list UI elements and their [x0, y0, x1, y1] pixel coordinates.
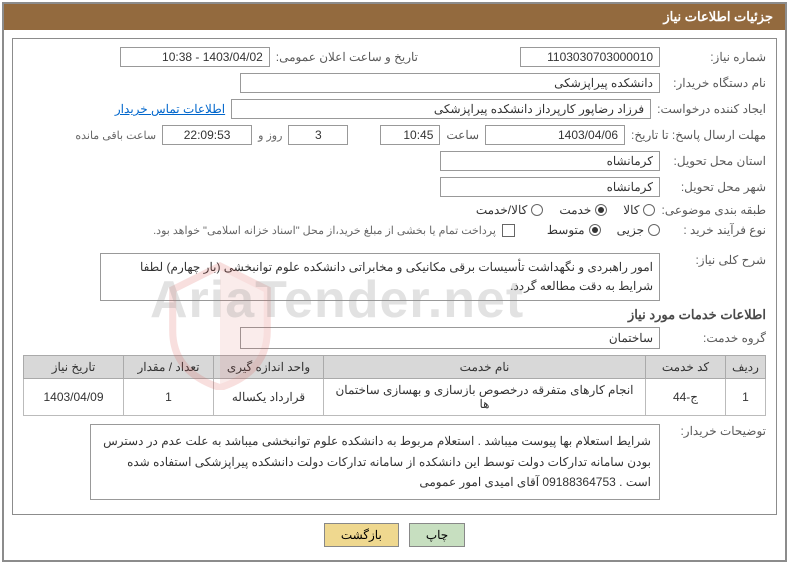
services-table: ردیفکد خدمتنام خدمتواحد اندازه گیریتعداد… — [23, 355, 766, 416]
buyer-notes-field: شرایط استعلام بها پیوست میباشد . استعلام… — [90, 424, 660, 499]
radio-goods[interactable] — [643, 204, 655, 216]
main-panel: شماره نیاز: 1103030703000010 تاریخ و ساع… — [12, 38, 777, 515]
announce-date-label: تاریخ و ساعت اعلان عمومی: — [276, 50, 418, 64]
need-desc-label: شرح کلی نیاز: — [666, 253, 766, 267]
table-cell: 1 — [726, 379, 766, 416]
table-header: کد خدمت — [646, 356, 726, 379]
radio-goods-service[interactable] — [531, 204, 543, 216]
city-label: شهر محل تحویل: — [666, 180, 766, 194]
need-desc-field: امور راهبردی و نگهداشت تأسیسات برقی مکان… — [100, 253, 660, 301]
buyer-org-field: دانشکده پیراپزشکی — [240, 73, 660, 93]
table-cell: قرارداد یکساله — [214, 379, 324, 416]
requester-label: ایجاد کننده درخواست: — [657, 102, 766, 116]
service-group-select[interactable]: ساختمان — [240, 327, 660, 349]
radio-service[interactable] — [595, 204, 607, 216]
category-label: طبقه بندی موضوعی: — [661, 203, 766, 217]
services-info-title: اطلاعات خدمات مورد نیاز — [23, 307, 766, 323]
radio-minor[interactable] — [648, 224, 660, 236]
back-button[interactable]: بازگشت — [324, 523, 399, 547]
radio-goods-label: کالا — [623, 203, 639, 217]
radio-medium[interactable] — [589, 224, 601, 236]
table-row: 1ج-44انجام کارهای متفرقه درخصوص بازسازی … — [24, 379, 766, 416]
service-group-value: ساختمان — [609, 331, 653, 345]
city-field: کرمانشاه — [440, 177, 660, 197]
table-header: تاریخ نیاز — [24, 356, 124, 379]
table-cell: ج-44 — [646, 379, 726, 416]
table-header: واحد اندازه گیری — [214, 356, 324, 379]
radio-goods-service-label: کالا/خدمت — [476, 203, 527, 217]
province-field: کرمانشاه — [440, 151, 660, 171]
service-group-label: گروه خدمت: — [666, 331, 766, 345]
print-button[interactable]: چاپ — [409, 523, 465, 547]
table-cell: انجام کارهای متفرقه درخصوص بازسازی و بهس… — [324, 379, 646, 416]
deadline-date-field: 1403/04/06 — [485, 125, 625, 145]
requester-field: فرزاد رضاپور کارپرداز دانشکده پیراپزشکی — [231, 99, 651, 119]
time-label: ساعت — [446, 128, 479, 142]
province-label: استان محل تحویل: — [666, 154, 766, 168]
table-cell: 1 — [124, 379, 214, 416]
contact-link[interactable]: اطلاعات تماس خریدار — [115, 102, 225, 116]
need-number-field: 1103030703000010 — [520, 47, 660, 67]
payment-checkbox[interactable] — [502, 224, 515, 237]
category-radio-group: کالا خدمت کالا/خدمت — [476, 203, 656, 217]
purchase-type-radio-group: جزیی متوسط — [547, 223, 660, 237]
deadline-time-field: 10:45 — [380, 125, 440, 145]
table-header: نام خدمت — [324, 356, 646, 379]
buyer-org-label: نام دستگاه خریدار: — [666, 76, 766, 90]
days-word: روز و — [258, 129, 282, 142]
hours-remaining-field: 22:09:53 — [162, 125, 252, 145]
remaining-word: ساعت باقی مانده — [75, 129, 156, 142]
need-number-label: شماره نیاز: — [666, 50, 766, 64]
table-header: ردیف — [726, 356, 766, 379]
announce-date-field: 1403/04/02 - 10:38 — [120, 47, 270, 67]
buyer-notes-label: توضیحات خریدار: — [666, 424, 766, 438]
payment-note: پرداخت تمام یا بخشی از مبلغ خرید،از محل … — [153, 224, 496, 237]
page-title: جزئیات اطلاعات نیاز — [4, 4, 785, 30]
radio-medium-label: متوسط — [547, 223, 585, 237]
radio-minor-label: جزیی — [617, 223, 644, 237]
days-remaining-field: 3 — [288, 125, 348, 145]
deadline-label: مهلت ارسال پاسخ: تا تاریخ: — [631, 128, 766, 142]
table-cell: 1403/04/09 — [24, 379, 124, 416]
radio-service-label: خدمت — [559, 203, 591, 217]
table-header: تعداد / مقدار — [124, 356, 214, 379]
purchase-type-label: نوع فرآیند خرید : — [666, 223, 766, 237]
